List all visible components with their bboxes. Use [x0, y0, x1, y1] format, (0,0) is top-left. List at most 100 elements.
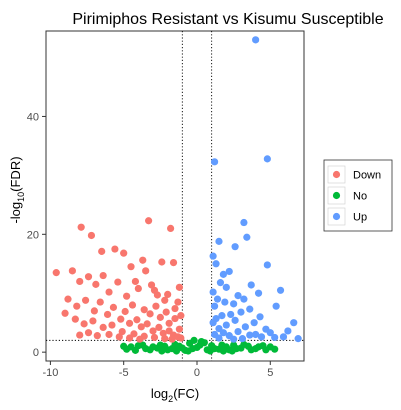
point-down-72 — [177, 334, 185, 342]
point-down-11 — [147, 281, 156, 289]
y-axis-label: -log10(FDR) — [8, 156, 26, 223]
point-down-37 — [162, 308, 170, 316]
x-tick-label-3: 5 — [267, 367, 273, 379]
point-up-38 — [234, 327, 242, 336]
point-no-45 — [206, 347, 214, 355]
point-down-8 — [139, 256, 147, 264]
point-no-40 — [254, 343, 263, 351]
point-down-13 — [153, 291, 162, 299]
point-down-17 — [167, 224, 175, 233]
point-down-14 — [158, 258, 166, 266]
point-no-39 — [247, 346, 255, 354]
point-down-51 — [133, 316, 141, 324]
point-up-18 — [213, 295, 222, 303]
point-up-25 — [272, 302, 280, 310]
point-up-30 — [256, 313, 264, 321]
point-up-45 — [290, 319, 298, 327]
point-up-49 — [238, 335, 247, 343]
point-up-5 — [215, 237, 223, 245]
point-up-34 — [222, 321, 230, 329]
point-down-52 — [137, 323, 145, 331]
point-up-28 — [218, 312, 226, 320]
point-down-29 — [114, 278, 122, 286]
chart-title: Pirimiphos Resistant vs Kisumu Susceptib… — [72, 11, 383, 28]
point-no-46 — [172, 347, 181, 355]
point-up-24 — [246, 305, 254, 313]
point-up-9 — [263, 261, 271, 269]
point-down-25 — [84, 273, 93, 281]
point-down-46 — [103, 310, 112, 319]
point-down-23 — [68, 267, 76, 275]
point-no-48 — [158, 347, 166, 355]
data-points — [52, 36, 302, 355]
point-down-77 — [136, 335, 144, 343]
point-down-49 — [121, 307, 129, 316]
point-down-38 — [165, 319, 173, 327]
point-no-44 — [184, 347, 192, 355]
point-down-5 — [120, 249, 128, 257]
point-down-64 — [99, 323, 107, 332]
point-up-52 — [266, 329, 274, 337]
point-no-43 — [197, 337, 205, 346]
point-down-35 — [152, 302, 160, 310]
legend-label-up: Up — [353, 212, 367, 224]
point-up-15 — [209, 288, 217, 296]
point-up-20 — [276, 286, 285, 294]
point-down-16 — [164, 290, 172, 299]
point-up-46 — [284, 327, 292, 335]
point-down-45 — [96, 298, 104, 306]
point-no-22 — [123, 345, 131, 353]
x-axis-label: log2(FC) — [151, 386, 199, 404]
point-down-6 — [127, 263, 135, 271]
point-no-35 — [218, 341, 226, 349]
point-no-49 — [228, 347, 236, 355]
point-no-41 — [262, 346, 270, 354]
point-down-54 — [149, 327, 157, 335]
legend-label-no: No — [353, 191, 367, 203]
point-down-43 — [81, 296, 90, 304]
legend: Down No Up — [323, 159, 393, 232]
x-tick-label-1: -5 — [119, 367, 129, 379]
point-up-44 — [271, 333, 279, 342]
point-down-30 — [123, 292, 131, 300]
point-up-2 — [210, 158, 219, 166]
point-up-3 — [240, 218, 248, 227]
point-up-16 — [234, 291, 242, 300]
point-down-39 — [171, 314, 179, 323]
point-down-66 — [118, 327, 126, 336]
point-down-48 — [117, 315, 125, 323]
point-down-15 — [161, 296, 169, 304]
point-up-4 — [243, 233, 251, 241]
point-up-50 — [215, 334, 223, 342]
point-down-31 — [128, 301, 137, 309]
point-up-53 — [252, 330, 260, 339]
legend-marker-down — [332, 170, 341, 179]
point-no-23 — [131, 346, 140, 354]
point-down-28 — [105, 288, 113, 296]
point-down-24 — [76, 277, 84, 286]
point-up-21 — [230, 300, 238, 308]
point-down-40 — [175, 325, 183, 333]
point-down-53 — [143, 320, 151, 328]
legend-label-down: Down — [353, 170, 381, 182]
point-up-19 — [254, 289, 263, 297]
point-down-62 — [80, 320, 88, 328]
point-no-21 — [271, 345, 279, 353]
point-no-25 — [146, 346, 154, 354]
point-up-31 — [231, 316, 239, 324]
point-down-41 — [64, 295, 72, 303]
point-down-74 — [105, 330, 113, 339]
point-up-22 — [221, 298, 229, 306]
point-down-70 — [161, 335, 169, 343]
point-down-42 — [73, 302, 81, 310]
point-down-4 — [111, 245, 119, 253]
point-down-55 — [155, 323, 163, 332]
point-down-78 — [84, 329, 93, 337]
point-down-33 — [140, 306, 148, 314]
y-tick-label-2: 40 — [27, 111, 39, 123]
point-up-11 — [225, 267, 233, 276]
point-down-60 — [61, 309, 69, 317]
point-down-18 — [169, 258, 178, 267]
